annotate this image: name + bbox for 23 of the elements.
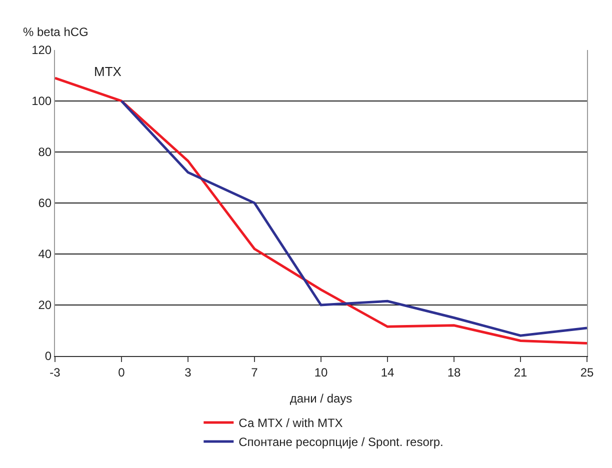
legend-label: Са MTX / with MTX xyxy=(238,416,343,430)
y-axis-title: % beta hCG xyxy=(23,25,88,39)
x-tick-label: 25 xyxy=(580,365,594,380)
y-tick-label: 100 xyxy=(32,94,52,108)
line-series xyxy=(55,76,587,344)
x-tick-label: 0 xyxy=(118,365,126,380)
y-tick-label: 80 xyxy=(38,145,52,160)
y-tick-label: 120 xyxy=(32,43,52,58)
annotation: MTX xyxy=(94,64,122,79)
x-tick-label: -3 xyxy=(50,365,61,380)
x-tick-label: 18 xyxy=(447,365,461,380)
x-tick-label: 7 xyxy=(251,365,258,380)
x-tick-label: 14 xyxy=(380,365,394,380)
y-tick-label: 40 xyxy=(38,247,52,262)
x-tick-label: 21 xyxy=(514,365,528,380)
x-tick-label: 3 xyxy=(184,365,192,380)
y-tick-label: 20 xyxy=(38,298,52,312)
legend-label: Спонтане ресорпције / Spont. resorp. xyxy=(238,435,444,450)
y-tick-label: 0 xyxy=(44,349,52,364)
line-series xyxy=(120,100,587,337)
y-tick-label: 60 xyxy=(38,196,52,210)
x-axis-title: дани / days xyxy=(290,391,352,406)
x-tick-label: 10 xyxy=(314,365,328,380)
